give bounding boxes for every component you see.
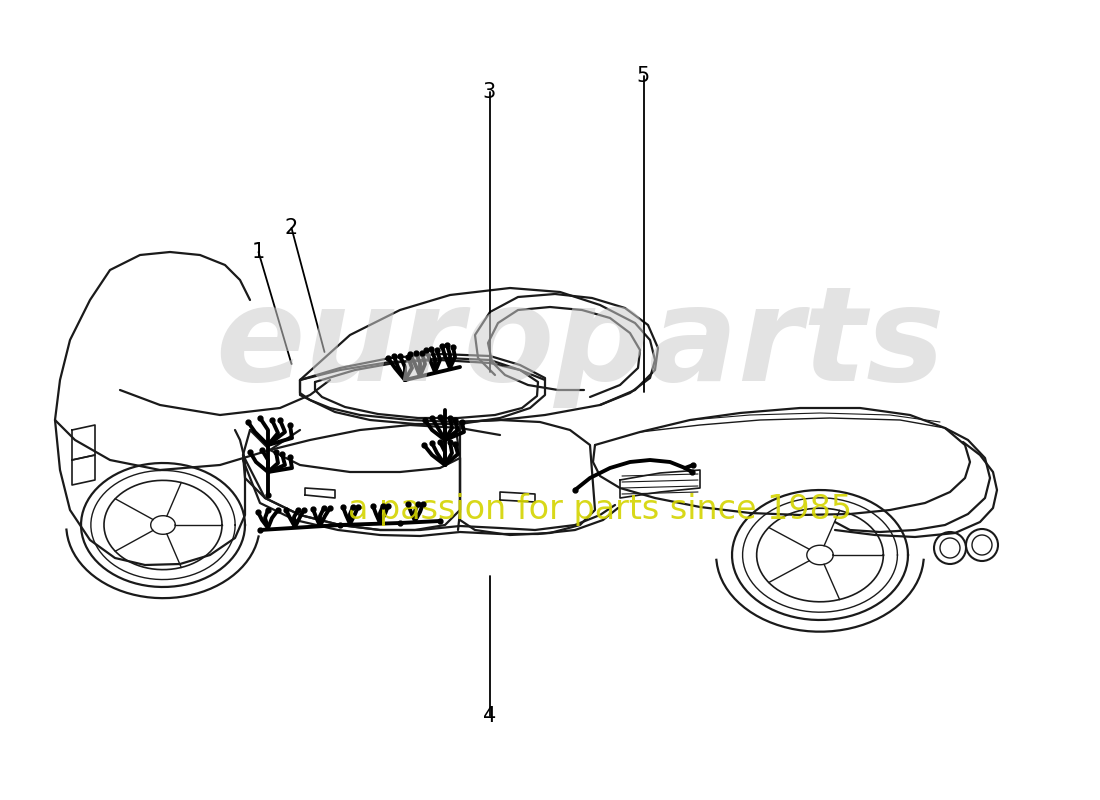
Text: 1: 1 — [252, 242, 265, 262]
Text: europarts: europarts — [216, 282, 945, 409]
Text: 2: 2 — [285, 218, 298, 238]
Text: 4: 4 — [483, 706, 496, 726]
Text: a passion for parts since 1985: a passion for parts since 1985 — [348, 494, 852, 526]
Text: 5: 5 — [637, 66, 650, 86]
Text: 3: 3 — [483, 82, 496, 102]
